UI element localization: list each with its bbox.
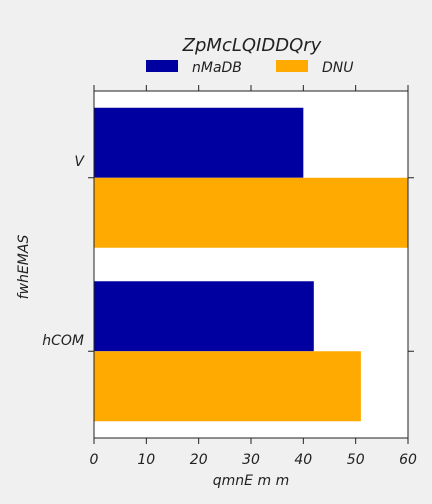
legend-swatch-dnu [276,60,308,72]
x-tick-label: 20 [190,452,208,468]
ticks-group [88,85,414,444]
bar-dnu-hcom [94,351,361,422]
legend-label-dnu: DNU [322,60,354,76]
y-tick-label-v: V [74,154,85,170]
x-axis-label: qmnE m m [213,473,289,489]
x-tick-label: 40 [294,452,312,468]
legend: nMaDB DNU [146,60,354,76]
bars-group [94,107,408,422]
bar-nmadb-hcom [94,281,314,352]
chart-title: ZpMcLQIDDQry [182,35,322,56]
bar-nmadb-v [94,107,304,178]
y-tick-label-hcom: hCOM [42,333,84,349]
x-tick-label: 10 [137,452,155,468]
x-tick-label: 0 [90,452,99,468]
x-tick-label: 60 [399,452,417,468]
x-tick-label: 30 [242,452,260,468]
bar-dnu-v [94,177,408,248]
y-axis-label: fwhEMAS [16,235,32,300]
x-tick-labels: 0 10 20 30 40 50 60 [90,452,417,468]
legend-swatch-nmadb [146,60,178,72]
x-tick-label: 50 [347,452,365,468]
legend-label-nmadb: nMaDB [192,60,242,76]
